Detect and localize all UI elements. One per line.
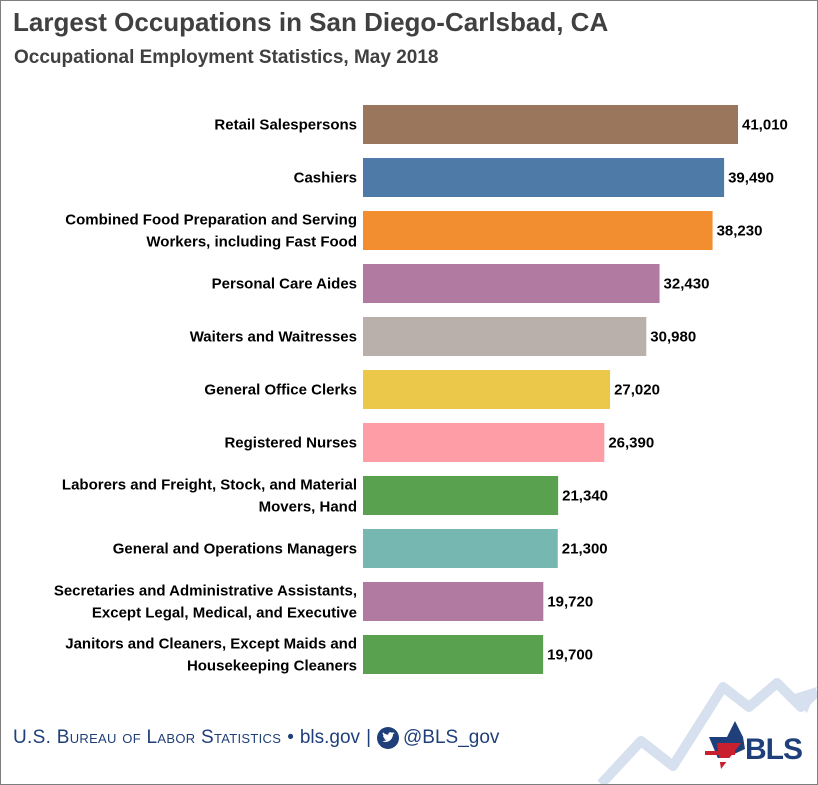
bar-5 (363, 317, 647, 356)
category-label: Waiters and Waitresses (190, 329, 357, 346)
bls-trend-arrow (791, 687, 817, 713)
category-label: General Office Clerks (204, 382, 357, 399)
bar-6 (363, 370, 611, 409)
bar-value-label: 32,430 (664, 276, 710, 293)
bar-value-label: 19,720 (547, 594, 593, 611)
bar-value-label: 39,490 (728, 170, 774, 187)
footer-agency: U.S. Bureau of Labor Statistics (13, 727, 282, 748)
bar-value-label: 21,340 (562, 488, 608, 505)
bar-value-label: 30,980 (650, 329, 696, 346)
bar-value-label: 41,010 (742, 117, 788, 134)
bar-value-label: 38,230 (717, 223, 763, 240)
bar-1 (363, 105, 738, 144)
twitter-icon[interactable] (377, 727, 399, 749)
category-label: General and Operations Managers (113, 541, 357, 558)
bar-value-label: 26,390 (608, 435, 654, 452)
bls-logo-text: BLS (745, 733, 803, 766)
bar-3 (363, 211, 713, 250)
category-label: Secretaries and Administrative Assistant… (54, 583, 357, 622)
footer-divider: | (366, 727, 371, 748)
bar-8 (363, 476, 559, 515)
footer: U.S. Bureau of Labor Statistics • bls.go… (13, 727, 499, 749)
bar-value-label: 21,300 (562, 541, 608, 558)
bls-trend-decoration (597, 678, 817, 784)
bar-value-label: 19,700 (547, 647, 593, 664)
category-label: Retail Salespersons (214, 117, 357, 134)
bar-7 (363, 423, 605, 462)
footer-twitter-handle[interactable]: @BLS_gov (403, 727, 500, 748)
bar-2 (363, 158, 725, 197)
category-label: Cashiers (294, 170, 357, 187)
bar-value-label: 27,020 (614, 382, 660, 399)
category-label: Laborers and Freight, Stock, and Materia… (62, 477, 357, 516)
category-label: Personal Care Aides (212, 276, 357, 293)
footer-bullet: • (287, 727, 294, 748)
category-label: Janitors and Cleaners, Except Maids and H… (65, 636, 357, 675)
category-label: Registered Nurses (224, 435, 357, 452)
footer-site-link[interactable]: bls.gov (299, 727, 361, 748)
category-label: Combined Food Preparation and Serving Wor… (65, 212, 357, 251)
chart-subtitle: Occupational Employment Statistics, May … (14, 47, 439, 68)
bar-11 (363, 635, 544, 674)
bar-10 (363, 582, 544, 621)
bar-9 (363, 529, 558, 568)
chart-title: Largest Occupations in San Diego-Carlsba… (13, 7, 609, 37)
bls-logo-icon (705, 721, 745, 769)
bar-4 (363, 264, 660, 303)
